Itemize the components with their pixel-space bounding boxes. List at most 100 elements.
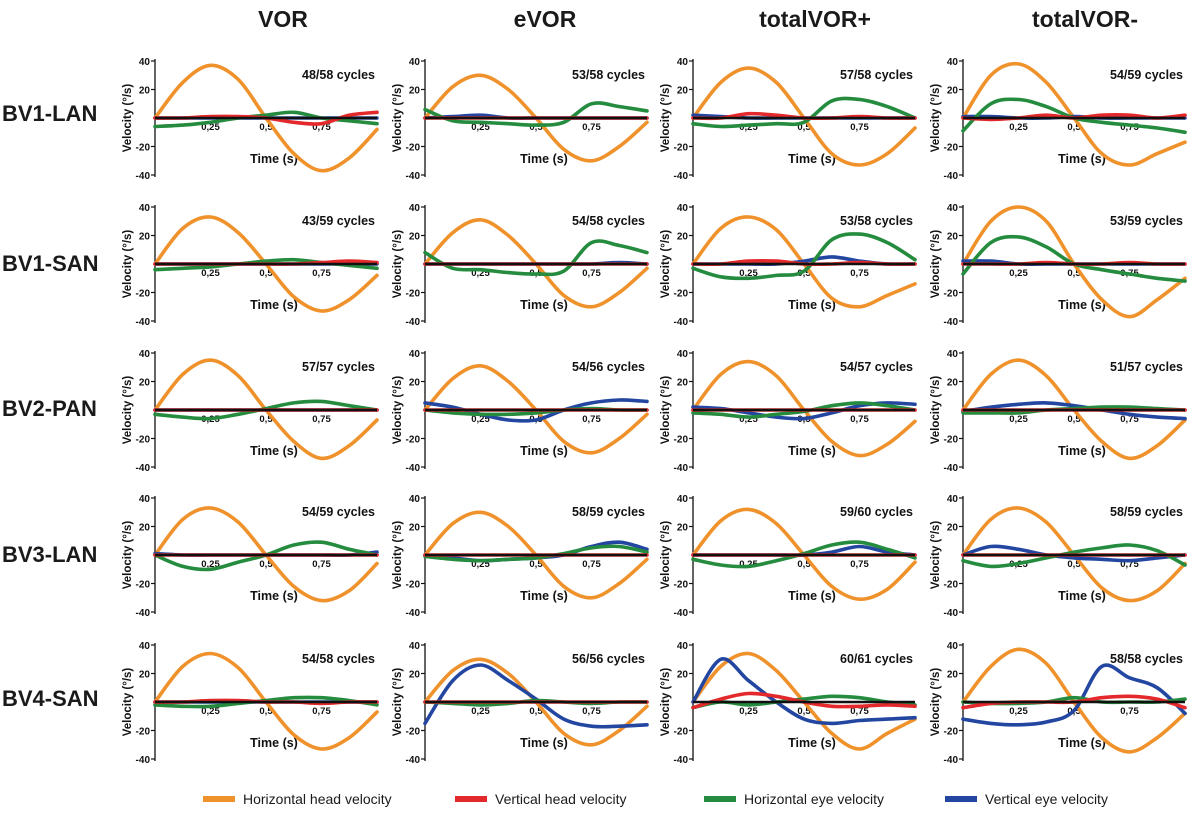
row-label-bv4-san: BV4-SAN [2, 686, 99, 711]
y-axis-label: Velocity (°/s) [660, 376, 672, 445]
cycles-count: 53/58 cycles [840, 214, 913, 228]
cycles-count: 53/58 cycles [572, 68, 645, 82]
y-axis-label: Velocity (°/s) [660, 668, 672, 737]
y-tick-label: 20 [139, 670, 151, 681]
y-tick-label: -40 [136, 608, 151, 619]
y-tick-label: -40 [406, 171, 421, 182]
x-axis-label: Time (s) [520, 444, 568, 458]
x-tick-label: 0,75 [312, 414, 331, 425]
y-tick-label: 40 [947, 349, 959, 360]
panel-bv4-san-vor: 40 20 -20 -40 Velocity (°/s) 0,25 0,5 0,75 Time … [122, 641, 379, 766]
y-tick-label: 40 [677, 349, 689, 360]
x-tick-label: 0,25 [739, 414, 758, 425]
y-tick-label: 20 [677, 232, 689, 243]
x-tick-label: 0,5 [1067, 559, 1081, 570]
x-tick-label: 0,75 [312, 559, 331, 570]
y-tick-label: 40 [139, 57, 151, 68]
cycles-count: 58/58 cycles [1110, 652, 1183, 666]
x-tick-label: 0,25 [471, 706, 490, 717]
x-tick-label: 0,25 [201, 706, 220, 717]
x-tick-label: 0,75 [850, 414, 869, 425]
cycles-count: 58/59 cycles [1110, 505, 1183, 519]
y-tick-label: -20 [136, 727, 151, 738]
y-tick-label: -40 [406, 317, 421, 328]
y-tick-label: -40 [674, 317, 689, 328]
y-tick-label: 40 [947, 203, 959, 214]
y-tick-label: 20 [677, 378, 689, 389]
y-tick-label: -20 [406, 289, 421, 300]
y-tick-label: -20 [944, 289, 959, 300]
legend-label-vertical-head: Vertical head velocity [495, 791, 627, 807]
panel-bv1-lan-evor: 40 20 -20 -40 Velocity (°/s) 0,25 0,5 0,75 Time … [392, 57, 649, 182]
series-line-horizontal-eye [691, 232, 917, 281]
y-tick-label: -40 [674, 171, 689, 182]
y-tick-label: -20 [136, 435, 151, 446]
x-tick-label: 0,75 [582, 706, 601, 717]
y-tick-label: 20 [677, 523, 689, 534]
cycles-count: 43/59 cycles [302, 214, 375, 228]
y-tick-label: 40 [139, 494, 151, 505]
y-tick-label: 20 [139, 523, 151, 534]
series-line-vertical-eye [961, 663, 1187, 727]
x-axis-label: Time (s) [250, 736, 298, 750]
y-tick-label: 20 [947, 670, 959, 681]
y-tick-label: 20 [409, 232, 421, 243]
y-tick-label: -20 [406, 727, 421, 738]
x-tick-label: 0,75 [850, 122, 869, 133]
series-line-vertical-eye [961, 401, 1187, 421]
cycles-count: 54/58 cycles [572, 214, 645, 228]
x-tick-label: 0,5 [529, 559, 543, 570]
y-tick-label: -20 [136, 580, 151, 591]
x-tick-label: 0,75 [1120, 559, 1139, 570]
x-tick-label: 0,75 [582, 268, 601, 279]
x-tick-label: 0,5 [1067, 268, 1081, 279]
x-tick-label: 0,75 [1120, 706, 1139, 717]
x-axis-label: Time (s) [1058, 298, 1106, 312]
y-tick-label: -20 [674, 289, 689, 300]
y-tick-label: 40 [409, 349, 421, 360]
y-tick-label: 20 [139, 378, 151, 389]
y-tick-label: -20 [944, 727, 959, 738]
x-axis-label: Time (s) [1058, 589, 1106, 603]
x-tick-label: 0,25 [739, 268, 758, 279]
y-tick-label: -40 [136, 755, 151, 766]
y-tick-label: 20 [409, 86, 421, 97]
x-axis-label: Time (s) [520, 589, 568, 603]
y-tick-label: -20 [406, 143, 421, 154]
y-axis-label: Velocity (°/s) [930, 376, 942, 445]
legend-label-vertical-eye: Vertical eye velocity [985, 791, 1108, 807]
legend-swatch-horizontal-head [203, 796, 235, 802]
y-tick-label: -20 [674, 435, 689, 446]
x-tick-label: 0,5 [259, 414, 273, 425]
x-tick-label: 0,25 [471, 122, 490, 133]
panel-bv4-san-totalvor-plus: 40 20 -20 -40 Velocity (°/s) 0,25 0,5 0,75 Time … [660, 641, 917, 766]
series-line-vertical-eye [961, 544, 1187, 563]
x-tick-label: 0,25 [201, 268, 220, 279]
x-tick-label: 0,25 [1009, 414, 1028, 425]
y-axis-label: Velocity (°/s) [660, 521, 672, 590]
cycles-count: 54/58 cycles [302, 652, 375, 666]
y-axis-label: Velocity (°/s) [122, 668, 134, 737]
x-tick-label: 0,5 [259, 706, 273, 717]
y-tick-label: 20 [139, 86, 151, 97]
y-tick-label: 40 [947, 57, 959, 68]
y-tick-label: 40 [139, 349, 151, 360]
y-tick-label: -40 [944, 171, 959, 182]
x-tick-label: 0,25 [739, 559, 758, 570]
x-tick-label: 0,25 [1009, 706, 1028, 717]
series-line-horizontal-eye [691, 96, 917, 129]
y-tick-label: 20 [139, 232, 151, 243]
y-axis-label: Velocity (°/s) [122, 230, 134, 299]
y-tick-label: -20 [944, 580, 959, 591]
row-label-bv2-pan: BV2-PAN [2, 396, 97, 421]
x-tick-label: 0,25 [201, 559, 220, 570]
x-tick-label: 0,5 [529, 706, 543, 717]
x-tick-label: 0,75 [312, 268, 331, 279]
y-axis-label: Velocity (°/s) [122, 521, 134, 590]
y-tick-label: 40 [677, 494, 689, 505]
